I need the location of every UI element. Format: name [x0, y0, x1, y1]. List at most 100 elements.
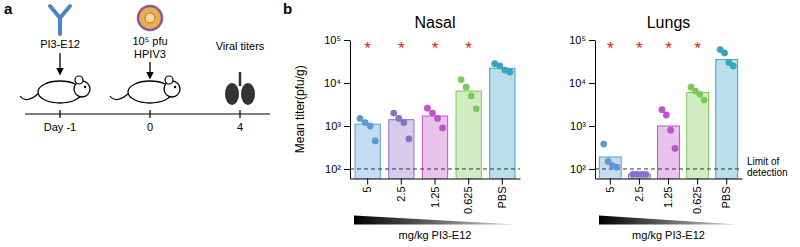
mouse-tail [20, 94, 38, 100]
data-point [672, 145, 679, 152]
data-point [424, 105, 431, 112]
panel-label: b [283, 0, 292, 17]
x-tick-mark [502, 179, 503, 185]
data-point [696, 91, 703, 98]
plot-area [595, 46, 742, 178]
y-tick-label: 10⁵ [569, 34, 586, 46]
challenge-dose: 10⁵ pfu [132, 35, 167, 47]
y-tick: 10⁴ [569, 77, 595, 89]
y-tick-mark [344, 126, 350, 127]
bar [389, 120, 414, 179]
y-tick-mark [589, 126, 595, 127]
y-axis: 10² 10³ 10⁴ 10⁵ [324, 34, 350, 179]
significance-marker: * [364, 39, 371, 58]
y-tick-label: 10³ [570, 120, 586, 132]
bar [355, 124, 380, 178]
x-tick-mark [367, 179, 368, 185]
bar [716, 60, 738, 179]
data-point [367, 123, 374, 130]
dose-gradient [354, 216, 516, 225]
plot-area [350, 60, 520, 178]
significance-marker: * [465, 39, 472, 58]
mouse-icon [20, 76, 90, 103]
y-tick: 10³ [325, 120, 350, 132]
y-tick-label: 10³ [325, 120, 341, 132]
x-tick-label: 5 [604, 187, 616, 193]
y-axis-line [350, 41, 351, 180]
y-tick-label: 10² [325, 163, 341, 175]
y-axis-line [595, 41, 596, 180]
figure: aPI3-E1210⁵ pfuHPIV3Viral titersDay -104… [0, 0, 800, 247]
x-tick-mark [726, 179, 727, 185]
x-tick: 2.5 [633, 179, 645, 202]
data-point [439, 125, 446, 132]
x-tick-mark [668, 179, 669, 185]
data-point [463, 84, 470, 91]
readout-label: Viral titers [216, 40, 265, 52]
dose-gradient [599, 216, 738, 225]
antibody-stroke [58, 18, 62, 34]
x-tick: PBS [496, 179, 508, 209]
data-point [406, 136, 413, 143]
y-tick: 10⁵ [569, 34, 595, 46]
bar [599, 157, 621, 179]
x-axis-title: mg/kg PI3-E12 [632, 229, 705, 241]
bar [456, 91, 481, 178]
data-point [434, 115, 441, 122]
mouse-ear [75, 76, 83, 84]
x-tick: 1.25 [429, 179, 441, 208]
virus-shell [138, 6, 162, 30]
lung-lobe [225, 83, 239, 105]
mouse-eye [84, 86, 86, 88]
mouse-ear [165, 76, 173, 84]
x-tick: PBS [720, 179, 732, 209]
data-point [400, 119, 407, 126]
data-point [429, 110, 436, 117]
x-tick: 2.5 [395, 179, 407, 202]
x-axis: 52.51.250.625PBS [596, 179, 743, 215]
y-tick: 10⁴ [324, 77, 350, 89]
y-tick: 10² [325, 163, 350, 175]
x-tick-label: 2.5 [395, 187, 407, 202]
reference-label: Limit ofdetection [747, 156, 788, 179]
bar [490, 68, 515, 178]
x-tick-label: 0.625 [462, 187, 474, 215]
y-tick-mark [589, 40, 595, 41]
x-tick-label: 5 [361, 187, 373, 193]
x-tick: 5 [604, 179, 616, 193]
significance-marker: * [398, 39, 405, 58]
x-tick-mark [610, 179, 611, 185]
chart: 10² 10³ 10⁴ 10⁵ 5 2.5 1.25 0.625 PBS Nasal Mean ti… [293, 14, 521, 241]
x-tick-mark [435, 179, 436, 185]
data-point [507, 69, 514, 76]
x-tick: 1.25 [662, 179, 674, 208]
data-point [458, 76, 465, 83]
arrow [59, 53, 60, 74]
timeline-tick [59, 110, 60, 118]
timeline-label: Day -1 [44, 121, 76, 133]
antibody-icon [50, 6, 70, 34]
x-tick: 5 [361, 179, 373, 193]
trachea [239, 72, 242, 86]
x-tick-label: 1.25 [662, 187, 674, 208]
data-point [701, 97, 708, 104]
panel-a: aPI3-E1210⁵ pfuHPIV3Viral titersDay -104 [4, 0, 270, 133]
data-point [730, 62, 737, 69]
data-point [473, 105, 480, 112]
lung-lobe [241, 83, 255, 105]
bar [658, 126, 680, 179]
data-point [663, 112, 670, 119]
x-tick-label: PBS [496, 187, 508, 209]
bar [687, 93, 709, 179]
y-axis-title: Mean titer(pfu/g) [293, 65, 307, 153]
x-tick-mark [401, 179, 402, 185]
x-tick-label: 1.25 [429, 187, 441, 208]
y-tick-mark [589, 169, 595, 170]
chart-title: Lungs [647, 14, 691, 31]
chart-title: Nasal [415, 14, 456, 31]
data-point [613, 164, 620, 171]
data-point [721, 50, 728, 57]
y-tick-label: 10⁵ [324, 34, 341, 46]
x-tick: 0.625 [462, 179, 474, 215]
significance-marker: * [694, 39, 701, 58]
